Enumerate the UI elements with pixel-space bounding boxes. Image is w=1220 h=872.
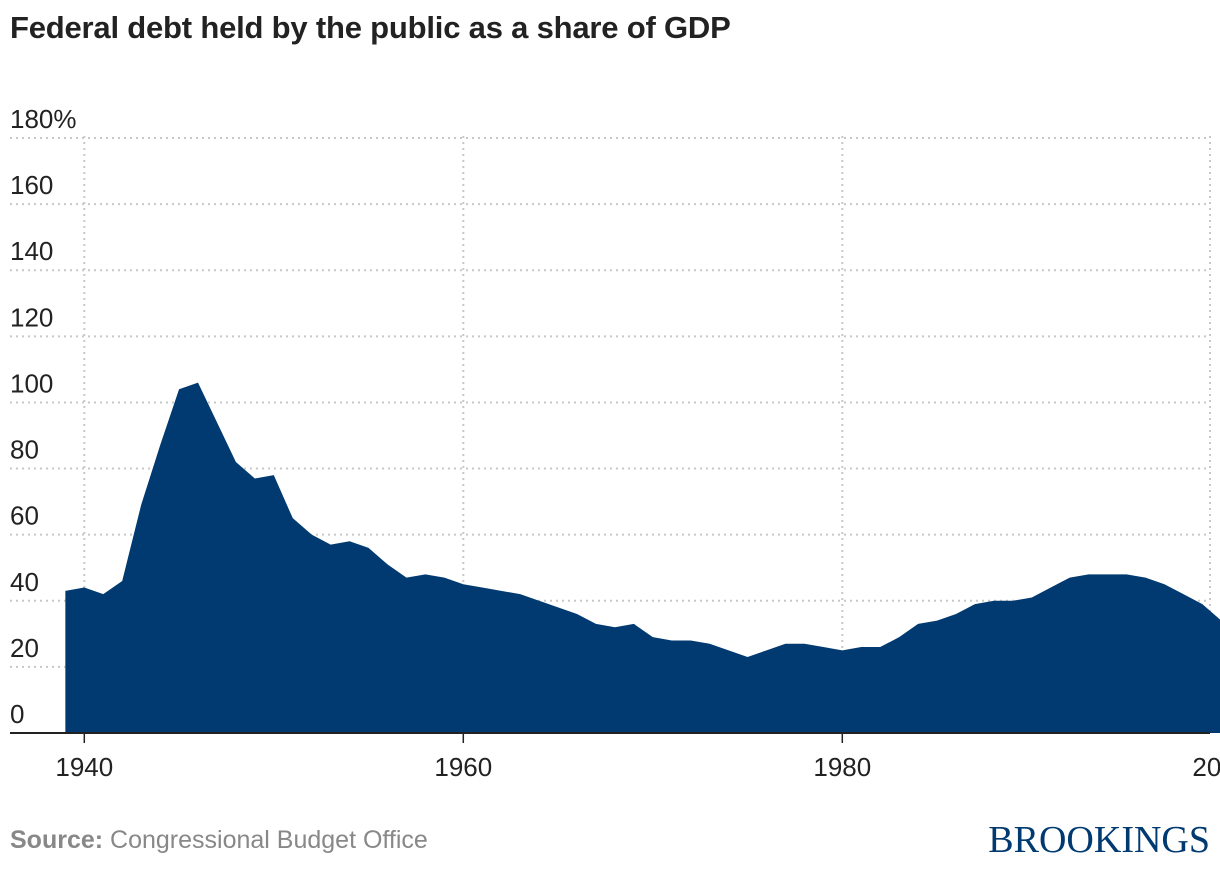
x-tick-label: 1980 [813, 752, 871, 782]
y-tick-label: 80 [10, 435, 39, 465]
brookings-logo: BROOKINGS [988, 819, 1210, 861]
y-tick-label: 120 [10, 302, 53, 332]
y-tick-label: 0 [10, 699, 24, 729]
y-tick-label: 100 [10, 368, 53, 398]
y-tick-label: 140 [10, 236, 53, 266]
y-tick-label: 180% [10, 104, 77, 134]
x-tick-label: 2000 [1192, 752, 1220, 782]
source-text: Congressional Budget Office [103, 826, 428, 854]
y-tick-label: 40 [10, 567, 39, 597]
y-tick-label: 60 [10, 501, 39, 531]
chart-title: Federal debt held by the public as a sha… [10, 10, 731, 45]
y-tick-label: 160 [10, 170, 53, 200]
source-label: Source: [10, 826, 104, 854]
source-note: Source: Congressional Budget Office [10, 826, 428, 855]
y-tick-label: 20 [10, 633, 39, 663]
x-tick-label: 1960 [434, 752, 492, 782]
x-tick-label: 1940 [55, 752, 113, 782]
debt-area-series [65, 382, 1220, 733]
